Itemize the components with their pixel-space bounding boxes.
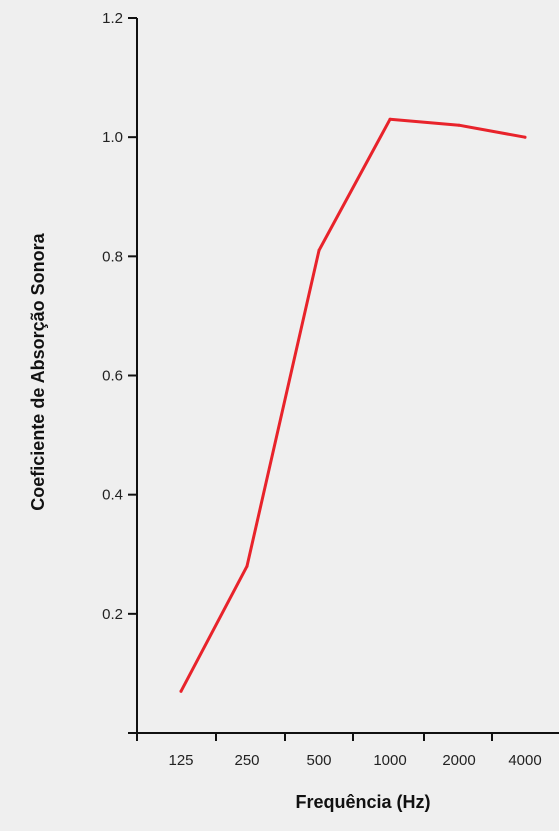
x-tick-label: 4000 (508, 752, 541, 769)
y-tick-label: 1.0 (102, 129, 123, 146)
series-line (179, 117, 527, 693)
x-tick-label: 1000 (373, 752, 406, 769)
data-point (317, 248, 321, 252)
y-axis: 0.2 0.4 0.6 0.8 1.0 1.2 (102, 10, 138, 739)
x-tick-label: 500 (306, 752, 331, 769)
x-axis: 125 250 500 1000 2000 4000 (128, 732, 559, 769)
data-point (179, 689, 183, 693)
x-axis-title: Frequência (Hz) (295, 792, 430, 812)
x-tick-label: 2000 (442, 752, 475, 769)
y-tick-label: 1.2 (102, 10, 123, 27)
y-tick-label: 0.4 (102, 487, 123, 504)
y-tick-label: 0.8 (102, 248, 123, 265)
data-point (245, 564, 249, 568)
data-point (523, 135, 527, 139)
data-point (388, 117, 392, 121)
series-layer (179, 117, 527, 693)
data-point (457, 123, 461, 127)
y-axis-title: Coeficiente de Absorção Sonora (28, 232, 48, 510)
y-tick-label: 0.6 (102, 368, 123, 385)
x-tick-label: 250 (234, 752, 259, 769)
x-tick-label: 125 (168, 752, 193, 769)
y-tick-label: 0.2 (102, 606, 123, 623)
